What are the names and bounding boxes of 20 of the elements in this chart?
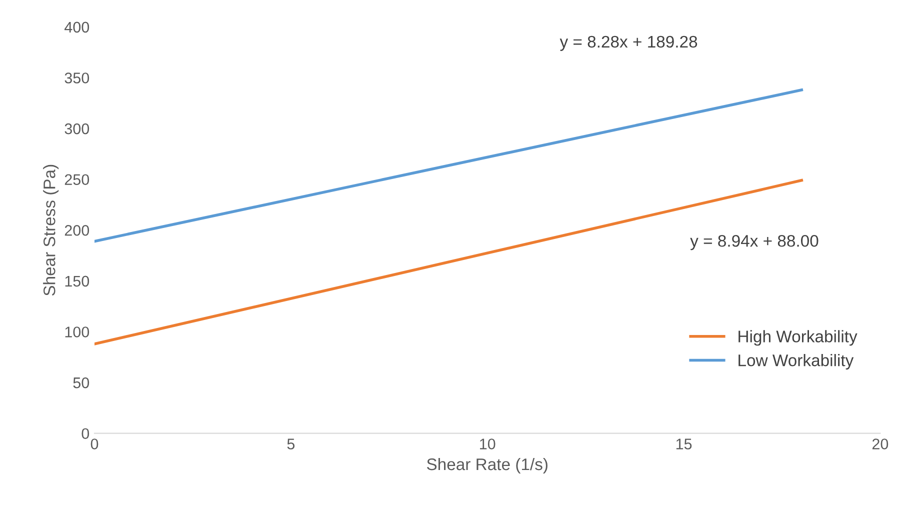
- y-tick-label: 150: [65, 276, 90, 287]
- y-tick-label: 300: [64, 123, 90, 134]
- legend-label: High Workability: [738, 330, 858, 346]
- y-tick-label: 250: [64, 174, 90, 186]
- y-tick-label: 200: [64, 224, 90, 236]
- y-axis-title: Shear Stress (Pa): [43, 164, 59, 296]
- y-tick-label: 400: [64, 22, 90, 33]
- legend-label: Low Workability: [738, 354, 854, 370]
- x-tick-label: 10: [480, 438, 496, 450]
- y-tick-label: 0: [82, 428, 90, 440]
- x-tick-label: 15: [676, 438, 692, 450]
- y-tick-label: 350: [64, 72, 90, 84]
- annotation: y = 8.28x + 189.28: [560, 36, 698, 51]
- x-tick-label: 0: [90, 438, 98, 450]
- y-tick-label: 100: [65, 326, 90, 338]
- x-tick-label: 5: [287, 438, 295, 450]
- annotation: y = 8.94x + 88.00: [690, 234, 818, 250]
- x-tick-label: 20: [872, 438, 888, 450]
- y-tick-label: 50: [73, 377, 90, 388]
- x-axis-title: Shear Rate (1/s): [426, 458, 548, 474]
